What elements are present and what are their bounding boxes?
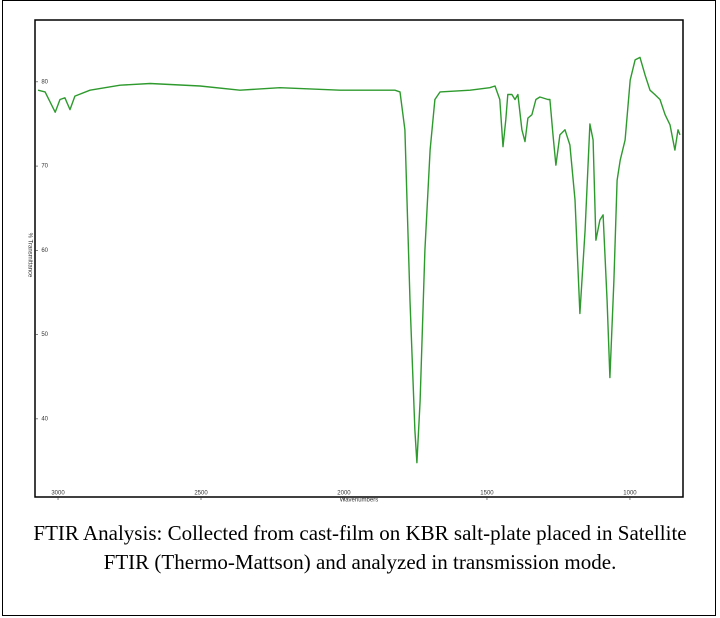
y-tick-label: 50	[41, 332, 48, 338]
y-tick-label: 80	[41, 79, 48, 85]
caption: FTIR Analysis: Collected from cast-film …	[33, 521, 687, 574]
x-tick-label: 1500	[480, 491, 494, 497]
x-tick-label: 3000	[51, 491, 65, 497]
x-tick-label: 2000	[337, 491, 351, 497]
x-tick-label: 2500	[194, 491, 208, 497]
x-tick-label: 1000	[623, 491, 637, 497]
y-axis-label: % Transmittance	[26, 233, 32, 278]
plot-frame	[34, 19, 684, 498]
chart: Wavenumbers % Transmittance 3000 2500 2000…	[26, 19, 684, 504]
y-tick-label: 70	[41, 164, 48, 170]
y-tick-label: 60	[41, 248, 48, 254]
spectrum-line	[37, 56, 681, 464]
y-tick-label: 40	[41, 416, 48, 422]
x-axis-label: Wavenumbers	[340, 498, 378, 504]
